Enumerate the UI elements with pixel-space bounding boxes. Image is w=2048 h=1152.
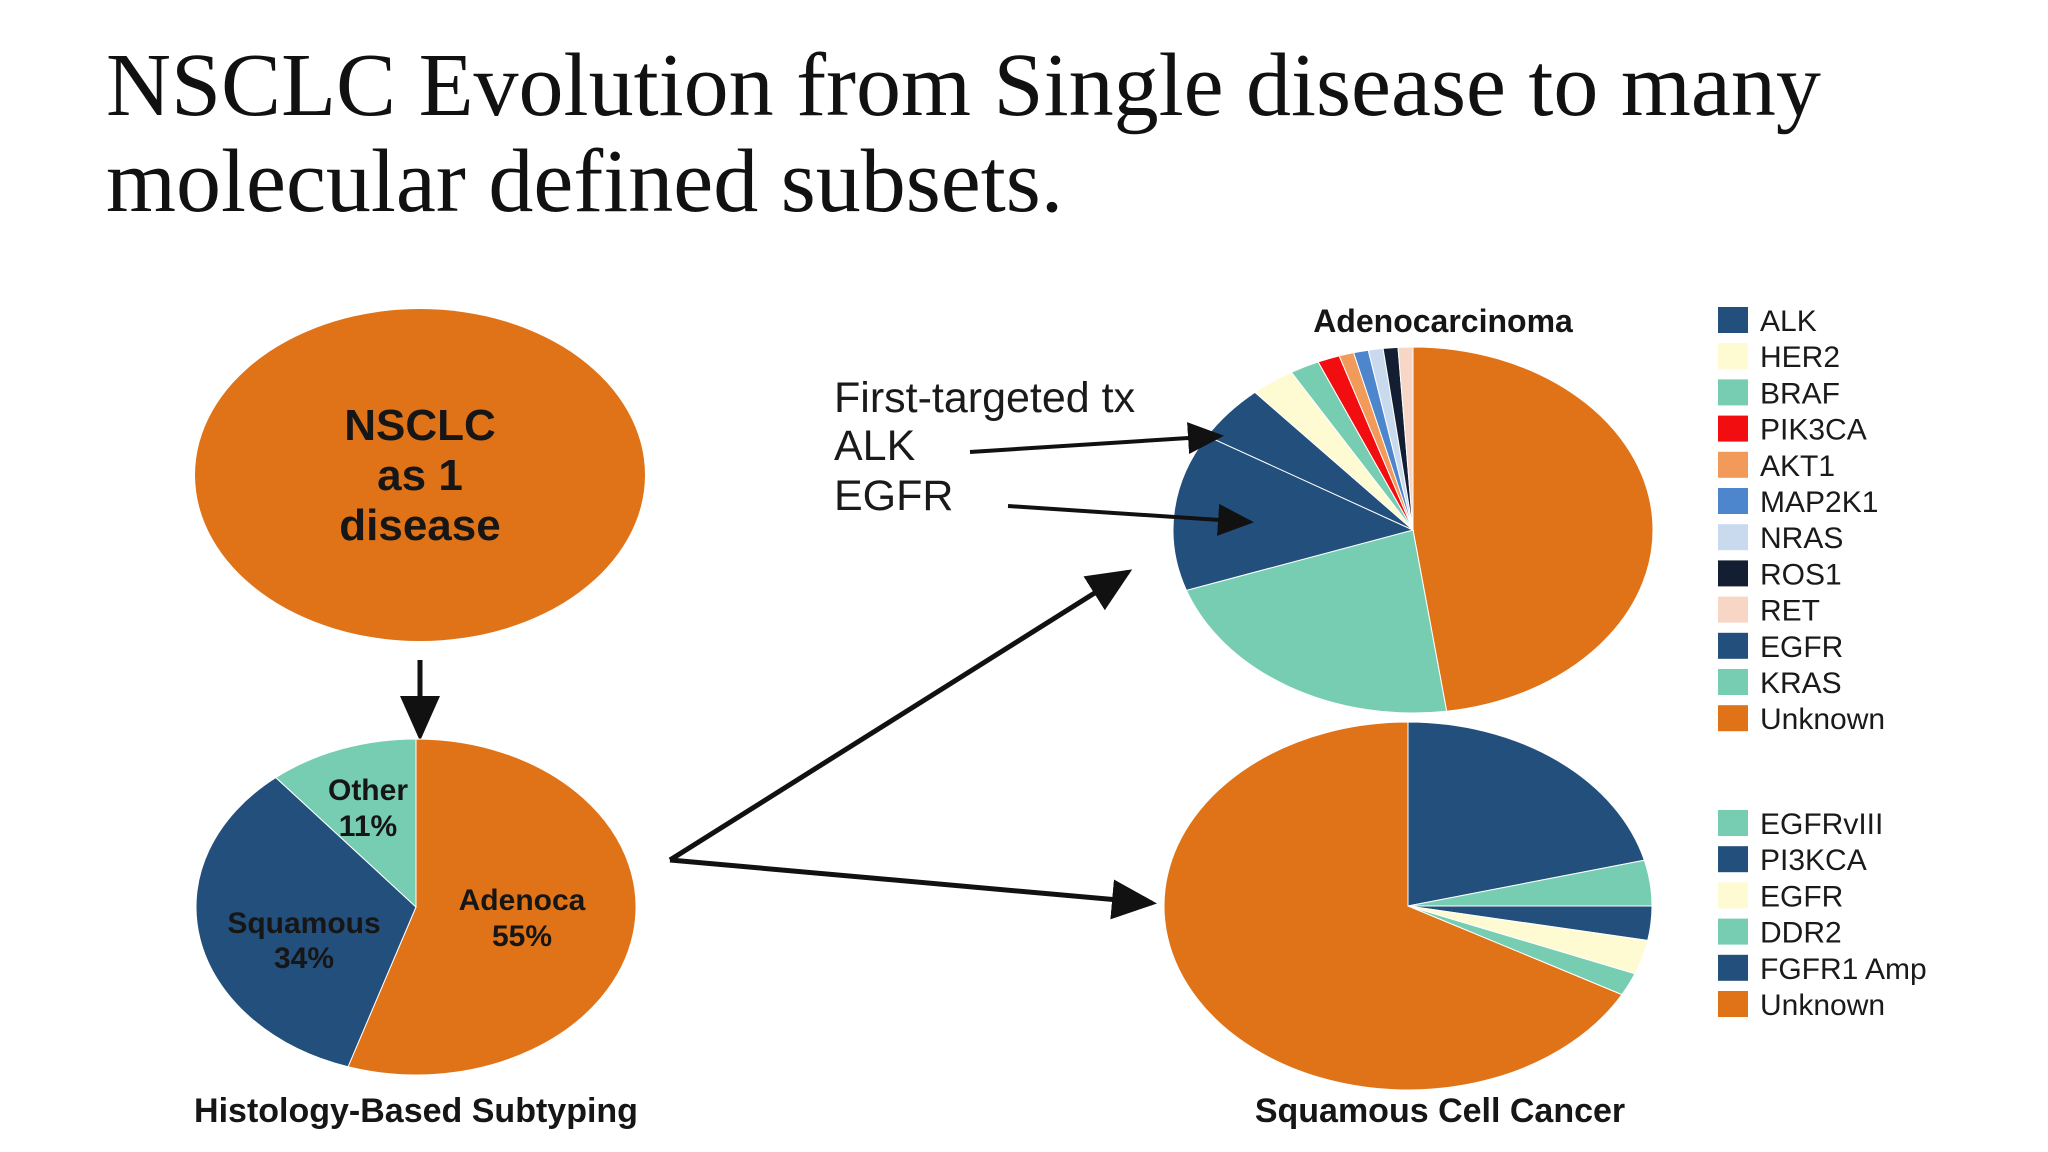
arrow-to-adenocarcinoma bbox=[668, 569, 1133, 863]
squamous-slice-unknown bbox=[1163, 721, 1623, 1091]
adenocarcinoma-legend-swatch-braf bbox=[1718, 379, 1748, 406]
squamous-legend-swatch-unknown bbox=[1718, 991, 1748, 1017]
slice-label-other-value: 11% bbox=[339, 810, 397, 843]
adenocarcinoma-legend-label-braf: BRAF bbox=[1760, 377, 1840, 410]
histology-pie bbox=[195, 738, 637, 1076]
title-line-1: NSCLC Evolution from Single disease to m… bbox=[106, 36, 1821, 135]
annotation-alk: ALK bbox=[834, 422, 916, 470]
adenocarcinoma-legend-label-kras: KRAS bbox=[1760, 667, 1842, 700]
squamous-legend-label-pi3kca: PI3KCA bbox=[1760, 844, 1867, 877]
adenocarcinoma-slice-unknown bbox=[1412, 346, 1654, 712]
arrow-alk bbox=[969, 422, 1224, 455]
annotation-egfr: EGFR bbox=[834, 472, 953, 520]
adenocarcinoma-chart-title: Adenocarcinoma bbox=[1313, 303, 1573, 339]
adenocarcinoma-legend-label-her2: HER2 bbox=[1760, 341, 1840, 374]
adenocarcinoma-legend-swatch-kras bbox=[1718, 669, 1748, 695]
squamous-legend-label-unknown: Unknown bbox=[1760, 989, 1885, 1022]
adenocarcinoma-legend-swatch-pik3ca bbox=[1718, 415, 1748, 442]
disease-node-line-2: as 1 bbox=[377, 451, 463, 500]
slice-label-other-name: Other bbox=[328, 774, 408, 807]
adenocarcinoma-legend-swatch-unknown bbox=[1718, 705, 1748, 732]
slide-title: NSCLC Evolution from Single disease to m… bbox=[106, 38, 2006, 230]
squamous-legend-swatch-pi3kca bbox=[1718, 846, 1748, 873]
disease-node-line-3: disease bbox=[339, 501, 500, 550]
disease-node-line-1: NSCLC bbox=[344, 401, 496, 450]
adenocarcinoma-legend-label-pik3ca: PIK3CA bbox=[1760, 414, 1867, 447]
adenocarcinoma-legend-swatch-alk bbox=[1718, 307, 1748, 333]
squamous-legend-swatch-egfr bbox=[1718, 882, 1748, 909]
adenocarcinoma-legend-label-egfr: EGFR bbox=[1760, 631, 1843, 664]
squamous-legend-label-fgfr1-amp: FGFR1 Amp bbox=[1760, 953, 1927, 986]
squamous-legend-swatch-fgfr1-amp bbox=[1718, 954, 1748, 981]
arrow-to-squamous bbox=[669, 857, 1157, 920]
histology-slice-other bbox=[274, 738, 417, 909]
adenocarcinoma-legend-label-unknown: Unknown bbox=[1760, 703, 1885, 736]
arrow-egfr bbox=[1007, 503, 1254, 536]
histology-slice-adenoca bbox=[347, 738, 637, 1076]
adenocarcinoma-legend-swatch-egfr bbox=[1718, 632, 1748, 659]
squamous-chart-title: Squamous Cell Cancer bbox=[1255, 1092, 1625, 1130]
adenocarcinoma-legend-label-ros1: ROS1 bbox=[1760, 558, 1842, 591]
histology-chart-title: Histology-Based Subtyping bbox=[194, 1092, 638, 1130]
adenocarcinoma-legend-swatch-nras bbox=[1718, 524, 1748, 551]
adenocarcinoma-legend-swatch-ros1 bbox=[1718, 560, 1748, 587]
squamous-slice-fgfr1-amp bbox=[1407, 721, 1645, 907]
squamous-pie bbox=[1163, 721, 1653, 1091]
adenocarcinoma-legend-label-map2k1: MAP2K1 bbox=[1760, 486, 1878, 519]
annotation-heading: First-targeted tx bbox=[834, 374, 1136, 422]
slice-label-squamous-name: Squamous bbox=[227, 907, 380, 940]
adenocarcinoma-legend-label-nras: NRAS bbox=[1760, 522, 1843, 555]
slice-label-adenoca-name: Adenoca bbox=[459, 884, 586, 917]
squamous-legend-label-ddr2: DDR2 bbox=[1760, 917, 1842, 950]
histology-slice-squamous bbox=[195, 776, 417, 1068]
adenocarcinoma-slice-kras bbox=[1185, 529, 1448, 714]
squamous-legend-swatch-egfrviii bbox=[1718, 810, 1748, 836]
adenocarcinoma-pie bbox=[1172, 346, 1654, 714]
adenocarcinoma-legend-swatch-ret bbox=[1718, 596, 1748, 623]
slice-label-squamous-value: 34% bbox=[274, 942, 334, 975]
adenocarcinoma-legend-swatch-map2k1 bbox=[1718, 488, 1748, 514]
title-line-2: molecular defined subsets. bbox=[106, 132, 1064, 231]
adenocarcinoma-legend-label-akt1: AKT1 bbox=[1760, 450, 1835, 483]
adenocarcinoma-legend-swatch-her2 bbox=[1718, 343, 1748, 370]
squamous-legend-label-egfr: EGFR bbox=[1760, 880, 1843, 913]
adenocarcinoma-legend-label-alk: ALK bbox=[1760, 305, 1817, 338]
disease-node-ellipse bbox=[195, 309, 645, 641]
adenocarcinoma-legend-swatch-akt1 bbox=[1718, 451, 1748, 478]
squamous-legend-label-egfrviii: EGFRvIII bbox=[1760, 808, 1883, 841]
slice-label-adenoca-value: 55% bbox=[492, 920, 552, 953]
squamous-legend-swatch-ddr2 bbox=[1718, 918, 1748, 945]
adenocarcinoma-legend-label-ret: RET bbox=[1760, 595, 1820, 628]
adenocarcinoma-slice-ret bbox=[1397, 346, 1414, 531]
